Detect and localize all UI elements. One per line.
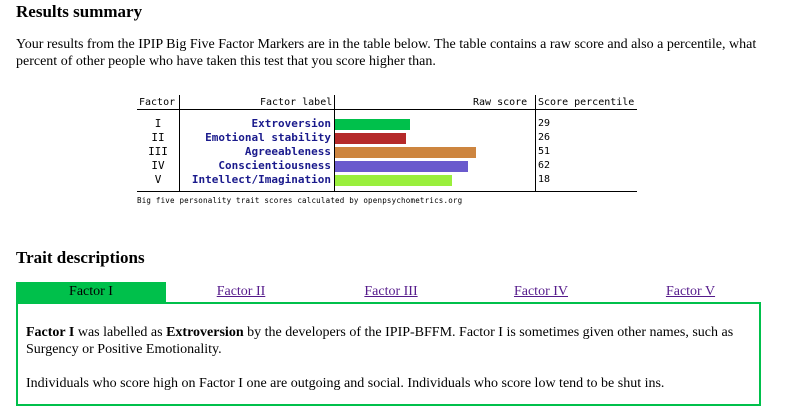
raw-score-bar (335, 161, 468, 172)
results-summary-heading: Results summary (16, 2, 143, 21)
percentile-header: Score percentile (538, 97, 635, 108)
tab-factor-iv[interactable]: Factor IV (513, 284, 569, 299)
row-percentile: 51 (538, 146, 551, 157)
intro-text: Your results from the IPIP Big Five Fact… (16, 37, 757, 69)
factor-header: Factor (139, 97, 176, 108)
raw-score-header: Raw score (473, 97, 528, 108)
column-divider (535, 95, 536, 191)
row-label: Intellect/Imagination (191, 173, 331, 186)
description-text: was labelled as (74, 325, 167, 340)
trait-name: Extroversion (166, 325, 244, 340)
score-interpretation: Individuals who score high on Factor I o… (26, 376, 665, 391)
tab-factor-i[interactable]: Factor I (16, 282, 166, 302)
row-label: Emotional stability (205, 131, 331, 144)
row-numeral: II (151, 131, 165, 144)
factor-description-panel: Factor I was labelled as Extroversion by… (16, 302, 761, 406)
row-numeral: III (148, 145, 168, 158)
table-caption: Big five personality trait scores calcul… (137, 196, 463, 205)
row-percentile: 29 (538, 118, 551, 129)
table-bottom-rule (137, 191, 637, 192)
row-numeral: V (154, 173, 162, 186)
raw-score-bar (335, 147, 476, 158)
raw-score-bar (335, 119, 410, 130)
factor-tabs: Factor I Factor II Factor III Factor IV … (16, 282, 765, 302)
score-table: Factor Factor label Raw score Score perc… (137, 95, 637, 193)
tab-factor-v[interactable]: Factor V (665, 284, 716, 299)
column-divider (334, 95, 335, 191)
row-percentile: 26 (538, 132, 551, 143)
header-divider (137, 109, 637, 110)
description-text: by the developers of the IPIP-BFFM. Fact… (26, 325, 734, 357)
row-percentile: 18 (538, 174, 551, 185)
row-label: Conscientiousness (218, 159, 331, 172)
row-numeral: I (154, 117, 162, 130)
label-header: Factor label (260, 97, 333, 108)
tab-factor-iii[interactable]: Factor III (364, 284, 418, 299)
description-paragraph: Factor I was labelled as Extroversion by… (26, 324, 751, 358)
row-numeral: IV (151, 159, 165, 172)
trait-descriptions-heading: Trait descriptions (16, 248, 145, 267)
row-label: Extroversion (251, 117, 331, 130)
column-divider (179, 95, 180, 191)
row-label: Agreeableness (244, 145, 331, 158)
raw-score-bar (335, 175, 452, 186)
tab-factor-ii[interactable]: Factor II (216, 284, 266, 299)
raw-score-bar (335, 133, 406, 144)
factor-name: Factor I (26, 325, 75, 340)
row-percentile: 62 (538, 160, 551, 171)
